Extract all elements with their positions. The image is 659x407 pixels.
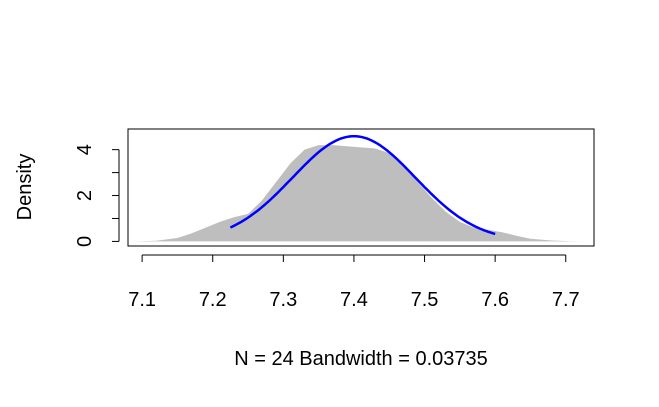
normal-curve-line — [229, 134, 496, 236]
x-axis-title: N = 24 Bandwidth = 0.03735 — [234, 348, 488, 370]
plot-area — [135, 134, 587, 242]
y-axis-title: Density — [14, 154, 36, 221]
x-tick-label: 7.4 — [340, 289, 368, 311]
x-tick-label: 7.7 — [552, 289, 580, 311]
density-fill — [135, 145, 587, 242]
x-tick-label: 7.3 — [269, 289, 297, 311]
y-axis: 0 2 4 — [74, 144, 120, 247]
x-tick-label: 7.5 — [411, 289, 439, 311]
y-tick-label: 2 — [74, 190, 96, 201]
x-axis: 7.1 7.2 7.3 7.4 7.5 7.6 7.7 — [128, 254, 580, 311]
x-tick-label: 7.6 — [481, 289, 509, 311]
y-tick-label: 4 — [74, 144, 96, 155]
x-tick-label: 7.2 — [199, 289, 227, 311]
plot-frame — [127, 128, 595, 247]
y-tick-label: 0 — [74, 236, 96, 247]
x-tick-label: 7.1 — [128, 289, 156, 311]
